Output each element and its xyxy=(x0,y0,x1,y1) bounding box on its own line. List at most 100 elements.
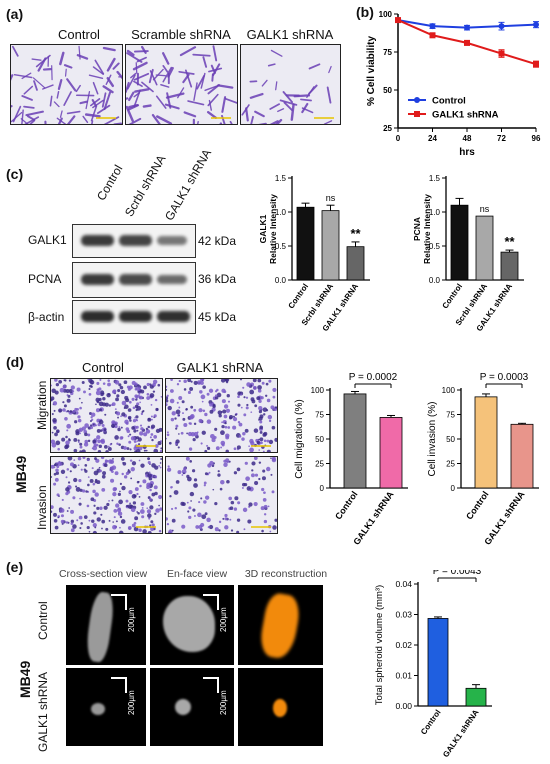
y-tick-label: 75 xyxy=(315,411,324,420)
data-point xyxy=(533,21,539,28)
blot-row-label-pcna: PCNA xyxy=(28,272,62,286)
category-label: Control xyxy=(286,282,310,310)
panel-d-row-migration: Migration xyxy=(35,380,49,430)
y-axis-label: Cell invasion (%) xyxy=(427,401,438,476)
x-tick-label: 72 xyxy=(497,134,506,143)
y-tick-label: 100 xyxy=(379,10,393,19)
legend-label: Control xyxy=(432,96,466,107)
category-label: GALK1 shRNA xyxy=(441,708,481,759)
y-tick-label: 100 xyxy=(442,386,456,395)
y-tick-label: 75 xyxy=(383,48,392,57)
micrograph-d-invasion-control xyxy=(50,456,163,534)
data-point xyxy=(464,24,470,31)
spheroid-control-enface: 200µm xyxy=(150,585,234,665)
significance-label: ** xyxy=(504,234,515,249)
y-tick-label: 0.5 xyxy=(429,242,441,251)
chart-c2-pcna: 0.0 0.5 1.0 1.5 PCNA Relative Intensity Contro… xyxy=(412,174,524,333)
y-axis-label: Relative Intensity xyxy=(268,194,278,264)
category-label: Control xyxy=(333,489,360,521)
y-tick-label: 50 xyxy=(315,435,324,444)
data-point xyxy=(429,32,436,39)
data-point xyxy=(533,61,539,68)
lane-label-scrbl: Scrbl shRNA xyxy=(122,152,169,219)
bar xyxy=(450,204,469,281)
lane-label-control: Control xyxy=(94,162,126,203)
micrograph-d-migration-control xyxy=(50,378,163,453)
category-label: Control xyxy=(419,708,443,736)
y-tick-label: 0.03 xyxy=(395,610,412,620)
x-tick-label: 48 xyxy=(463,134,472,143)
panel-a-label-scramble: Scramble shRNA xyxy=(131,27,231,42)
micrograph-d-migration-galk1 xyxy=(165,378,278,453)
spheroid-galk1-cross: 200µm xyxy=(66,668,146,746)
panel-d-col-galk1: GALK1 shRNA xyxy=(176,360,264,375)
x-tick-label: 0 xyxy=(396,134,401,143)
scale-bar-icon xyxy=(203,594,219,610)
panel-e-letter: (e) xyxy=(6,559,24,575)
bar xyxy=(500,251,519,281)
panel-a-label-galk1: GALK1 shRNA xyxy=(246,27,334,42)
y-tick-label: 50 xyxy=(383,86,392,95)
spheroid-galk1-enface: 200µm xyxy=(150,668,234,746)
panel-d-col-control: Control xyxy=(82,360,124,375)
blot-pcna xyxy=(72,262,196,298)
category-label: GALK1 shRNA xyxy=(482,489,527,547)
chart-b-viability: 25 50 75 100 0 24 48 72 96 hrs % Cell viability Con… xyxy=(366,10,541,158)
blot-actin xyxy=(72,300,196,334)
y-tick-label: 0.01 xyxy=(395,671,412,681)
micrograph-d-invasion-galk1 xyxy=(165,456,278,534)
legend-marker xyxy=(414,97,420,103)
panel-c-letter: (c) xyxy=(6,166,24,182)
kda-actin: 45 kDa xyxy=(198,310,237,324)
significance-label: ns xyxy=(480,204,490,214)
y-tick-label: 1.5 xyxy=(275,174,287,183)
bar xyxy=(427,618,449,707)
y-tick-label: 0 xyxy=(320,484,325,493)
y-tick-label: 25 xyxy=(315,460,324,469)
chart-e1-spheroid: 0.00 0.01 0.02 0.03 0.04 Total spheroid volum… xyxy=(374,570,492,759)
y-axis-label: GALK1 xyxy=(258,214,268,243)
y-tick-label: 1.5 xyxy=(429,174,441,183)
micrograph-a-scramble xyxy=(125,44,238,125)
y-tick-label: 50 xyxy=(446,435,455,444)
scale-label: 200µm xyxy=(219,690,228,715)
y-tick-label: 0.5 xyxy=(275,242,287,251)
y-tick-label: 0.0 xyxy=(429,276,441,285)
y-tick-label: 1.0 xyxy=(275,208,287,217)
panel-d-side-label: MB49 xyxy=(13,455,29,493)
bar xyxy=(510,423,534,489)
y-axis-label: Total spheroid volume (mm³) xyxy=(374,585,385,705)
chart-c1-galk1: 0.0 0.5 1.0 1.5 GALK1 Relative Intensity Contr… xyxy=(258,174,370,333)
chart-d2-invasion: 0 25 50 75 100 Cell invasion (%) ControlGALK1 … xyxy=(427,372,539,547)
category-label: Control xyxy=(464,489,491,521)
panel-e-col-3d: 3D reconstruction xyxy=(244,568,328,580)
y-tick-label: 100 xyxy=(311,386,325,395)
blot-row-label-galk1: GALK1 xyxy=(28,233,67,247)
panel-e-row-control: Control xyxy=(36,601,50,640)
legend-label: GALK1 shRNA xyxy=(432,110,499,121)
pvalue-label: P = 0.0003 xyxy=(480,372,529,383)
spheroid-galk1-3d xyxy=(238,668,323,746)
bar xyxy=(379,417,403,489)
bar xyxy=(474,396,498,489)
spheroid-control-cross: 200µm xyxy=(66,585,146,665)
pvalue-label: P = 0.0002 xyxy=(349,372,398,383)
bar xyxy=(296,206,315,281)
data-point xyxy=(429,23,436,30)
y-tick-label: 75 xyxy=(446,411,455,420)
pvalue-label: P = 0.0043 xyxy=(433,570,482,577)
panel-d-row-invasion: Invasion xyxy=(35,485,49,530)
scale-label: 200µm xyxy=(127,690,136,715)
panel-a-letter: (a) xyxy=(6,6,24,22)
y-tick-label: 0 xyxy=(451,484,456,493)
scale-bar-icon xyxy=(111,677,127,693)
category-label: GALK1 shRNA xyxy=(351,489,396,547)
panel-e-row-galk1: GALK1 shRNA xyxy=(36,671,50,752)
y-tick-label: 0.04 xyxy=(395,579,412,589)
blot-row-label-actin: β-actin xyxy=(28,310,65,324)
blot-galk1 xyxy=(72,224,196,258)
data-point xyxy=(498,23,505,30)
chart-d1-migration: 0 25 50 75 100 Cell migration (%) ControlGALK1… xyxy=(294,372,408,547)
micrograph-a-control xyxy=(10,44,123,125)
micrograph-a-galk1 xyxy=(240,44,341,125)
